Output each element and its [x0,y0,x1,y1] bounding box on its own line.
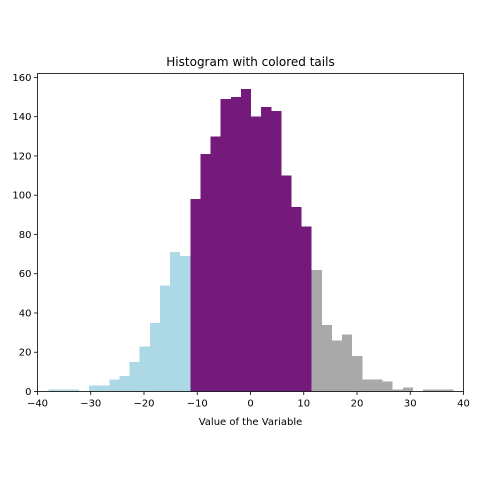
histogram-bar-left-tail-13 [180,256,191,392]
histogram-bar-left-tail-8 [129,362,140,392]
histogram-bar-right-tail-39 [443,389,454,392]
y-tick-label: 140 [12,112,31,123]
histogram-bar-left-tail-1 [58,389,69,392]
y-tick-label: 0 [25,387,31,398]
histogram-bar-right-tail-30 [352,356,363,392]
histogram-bar-right-tail-27 [321,324,332,392]
x-tick-label: −30 [80,399,101,410]
y-tick-label: 60 [19,269,32,280]
histogram-bar-left-tail-4 [89,385,100,392]
histogram-bar-right-tail-29 [342,334,353,392]
histogram-bar-center-15 [200,153,211,392]
histogram-bar-center-14 [190,199,201,392]
plot-frame [37,73,464,392]
x-axis-label: Value of the Variable [199,417,303,428]
histogram-bar-right-tail-35 [402,387,413,392]
histogram-bar-center-17 [220,99,231,392]
histogram-bar-left-tail-12 [170,252,181,392]
histogram-bar-right-tail-37 [423,389,434,392]
x-tick-label: −40 [27,399,48,410]
histogram-bar-right-tail-33 [382,381,393,392]
x-tick-label: 0 [247,399,253,410]
x-tick-label: 20 [351,399,364,410]
x-tick-label: −10 [187,399,208,410]
histogram-bar-left-tail-6 [109,379,120,392]
histogram-bars [48,89,454,392]
histogram-bar-center-20 [251,116,262,392]
histogram-bar-center-25 [301,226,312,392]
histogram-bar-left-tail-10 [149,322,160,392]
histogram-bar-left-tail-5 [99,385,110,392]
histogram-bar-right-tail-31 [362,379,373,392]
x-tick-label: 40 [457,399,470,410]
y-tick-label: 40 [19,308,32,319]
histogram-bar-right-tail-28 [331,340,343,392]
histogram-bar-right-tail-26 [311,269,322,392]
x-axis-ticks: −40 −30 −20 −10 0 10 20 30 40 [27,391,470,410]
histogram-bar-center-22 [271,110,282,392]
histogram-bar-left-tail-2 [68,389,80,392]
histogram-bar-center-21 [261,106,272,392]
histogram-bar-center-23 [281,175,292,392]
y-tick-label: 100 [12,191,31,202]
histogram-bar-left-tail-9 [139,346,150,392]
x-tick-label: −20 [133,399,154,410]
histogram-bar-center-19 [240,89,252,392]
x-tick-label: 10 [297,399,310,410]
y-tick-label: 160 [12,73,31,84]
histogram-bar-center-16 [210,136,221,392]
histogram-bar-right-tail-34 [392,389,403,392]
chart-title: Histogram with colored tails [166,55,334,69]
histogram-bar-right-tail-32 [372,379,383,392]
histogram-bar-left-tail-7 [119,375,130,392]
y-tick-label: 80 [19,230,32,241]
histogram-bar-center-18 [230,97,241,392]
histogram-bar-left-tail-0 [48,389,59,392]
y-tick-label: 120 [12,151,31,162]
y-axis-ticks: 0 20 40 60 80 100 120 140 160 [12,73,38,398]
x-tick-label: 30 [404,399,417,410]
histogram-bar-center-24 [291,206,302,392]
histogram-bar-right-tail-38 [433,389,444,392]
histogram-bar-left-tail-11 [159,285,171,392]
y-tick-label: 20 [19,348,32,359]
